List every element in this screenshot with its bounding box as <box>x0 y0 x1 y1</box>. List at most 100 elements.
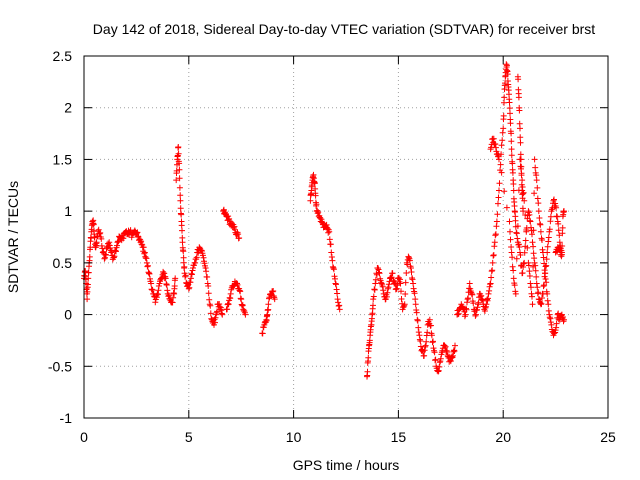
data-point <box>530 263 537 270</box>
data-point <box>203 268 210 275</box>
data-point <box>370 302 376 309</box>
y-tick-label: 2.5 <box>53 48 73 64</box>
data-point <box>490 252 497 259</box>
data-point <box>101 255 108 262</box>
data-point <box>509 254 516 261</box>
data-point <box>423 338 430 345</box>
data-point <box>98 235 105 242</box>
data-point <box>176 166 183 173</box>
data-point <box>528 284 534 291</box>
data-point <box>541 260 548 267</box>
data-point <box>551 330 557 337</box>
data-point <box>535 200 542 207</box>
data-point <box>393 285 400 292</box>
data-point <box>498 142 505 149</box>
data-point <box>559 230 566 237</box>
data-point <box>207 310 214 317</box>
data-point <box>499 137 506 144</box>
data-point <box>538 300 545 307</box>
data-point <box>424 321 431 328</box>
data-point <box>535 289 542 296</box>
data-point <box>517 134 524 141</box>
data-point <box>85 269 92 276</box>
data-point <box>493 218 500 225</box>
data-point <box>510 267 517 274</box>
data-point <box>315 209 322 216</box>
data-point <box>86 253 93 260</box>
data-point <box>380 290 387 297</box>
data-point <box>334 290 341 297</box>
data-point <box>336 306 343 313</box>
data-point <box>540 254 547 261</box>
data-point <box>214 308 221 315</box>
data-point <box>326 228 333 235</box>
data-point <box>534 184 541 191</box>
data-point <box>506 105 513 112</box>
data-point <box>513 230 520 237</box>
data-point <box>452 342 458 349</box>
data-point <box>394 282 401 289</box>
data-point <box>501 99 507 106</box>
data-point <box>410 280 417 287</box>
data-point <box>149 287 156 293</box>
x-tick-label: 10 <box>286 429 302 445</box>
data-point <box>205 283 212 289</box>
x-axis-label: GPS time / hours <box>293 457 400 473</box>
data-point <box>492 141 499 148</box>
data-point <box>401 301 408 308</box>
data-point <box>520 208 527 215</box>
y-tick-label: -1 <box>60 410 73 426</box>
data-point <box>488 274 495 281</box>
data-point <box>432 356 439 363</box>
data-point <box>518 170 525 177</box>
x-tick-label: 5 <box>185 429 193 445</box>
data-point <box>269 288 276 295</box>
data-point <box>313 201 320 208</box>
data-point <box>504 71 511 78</box>
data-point <box>163 282 170 288</box>
data-point <box>371 286 378 293</box>
data-point <box>553 320 560 327</box>
data-point <box>507 236 514 243</box>
data-point <box>544 290 551 297</box>
data-point <box>236 287 243 294</box>
data-point <box>515 76 522 83</box>
data-point <box>186 284 193 291</box>
data-point <box>271 296 278 303</box>
data-point <box>171 283 178 289</box>
data-point <box>524 244 531 251</box>
data-point <box>537 221 544 228</box>
plot-frame <box>83 55 609 419</box>
data-point <box>111 253 118 260</box>
data-point <box>540 283 547 290</box>
data-point <box>175 150 182 157</box>
data-point <box>507 228 513 235</box>
data-point <box>364 368 371 375</box>
data-point <box>176 184 183 191</box>
data-point <box>370 296 377 303</box>
data-point <box>385 284 392 291</box>
data-point <box>450 347 457 354</box>
data-point <box>500 125 507 132</box>
data-point <box>513 255 520 262</box>
data-point <box>176 160 183 167</box>
data-point <box>543 279 550 286</box>
data-point <box>551 196 557 203</box>
data-point <box>406 257 413 264</box>
data-point <box>177 205 184 212</box>
x-tick-label: 15 <box>391 429 407 445</box>
data-point <box>523 227 530 233</box>
data-point <box>366 337 373 344</box>
data-point <box>506 99 513 106</box>
data-point <box>428 332 435 339</box>
data-point <box>525 262 532 269</box>
data-point <box>108 249 115 256</box>
data-point <box>182 272 189 279</box>
y-tick-label: -0.5 <box>48 358 72 374</box>
data-point <box>489 267 496 274</box>
data-point <box>519 270 526 276</box>
data-point <box>431 347 437 354</box>
data-point <box>365 354 372 361</box>
data-point <box>207 302 214 309</box>
